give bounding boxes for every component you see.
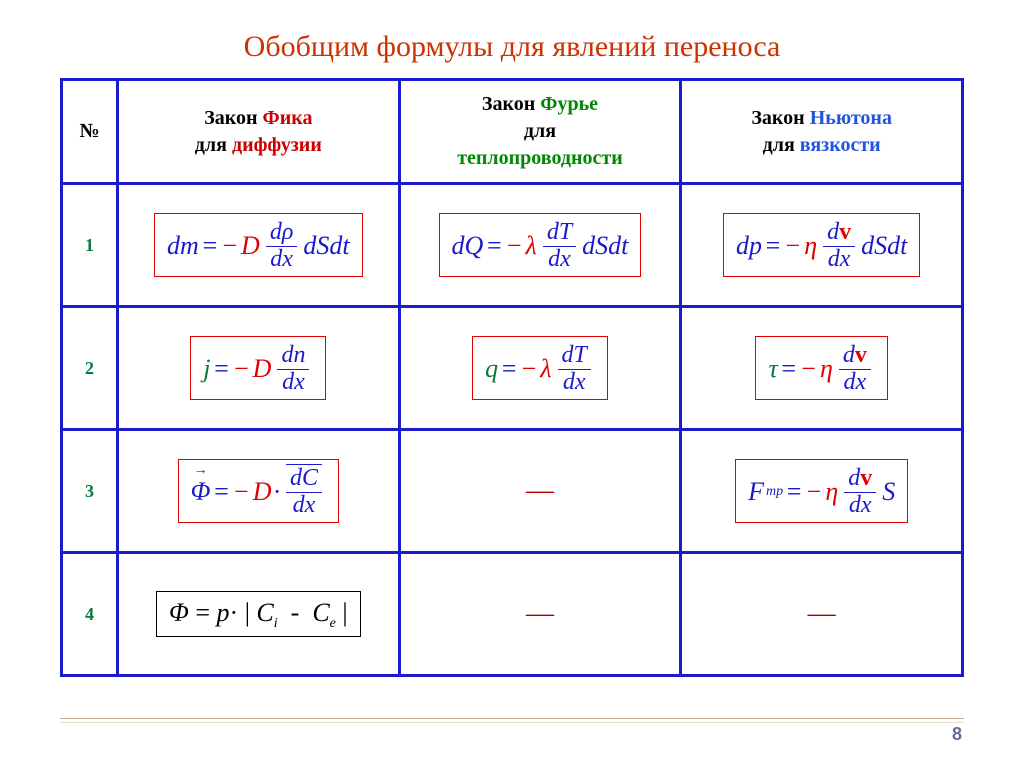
header-fick: Закон Фика для диффузии <box>118 80 400 184</box>
table-row: 4 Φ = p· | Ci - Ce | <box>62 553 963 676</box>
table-row: 2 j = −D dndx q = −λ <box>62 307 963 430</box>
cell-fourier-2: q = −λ dTdx <box>399 307 681 430</box>
row-number: 1 <box>62 184 118 307</box>
formula-box: Φ = p· | Ci - Ce | <box>156 591 361 637</box>
cell-fick-3: Φ = −D· dC dx <box>118 430 400 553</box>
cell-fick-4: Φ = p· | Ci - Ce | <box>118 553 400 676</box>
cell-fourier-1: dQ = −λ dTdx dSdt <box>399 184 681 307</box>
header-newton: Закон Ньютона для вязкости <box>681 80 963 184</box>
formula-box: τ = −η dv dx <box>755 336 887 399</box>
table-header-row: № Закон Фика для диффузии Закон Фурье дл… <box>62 80 963 184</box>
row-number: 4 <box>62 553 118 676</box>
row-number: 3 <box>62 430 118 553</box>
formula-box: q = −λ dTdx <box>472 336 608 399</box>
cell-fick-2: j = −D dndx <box>118 307 400 430</box>
formula-table: № Закон Фика для диффузии Закон Фурье дл… <box>60 78 964 677</box>
row-number: 2 <box>62 307 118 430</box>
cell-newton-1: dp = −η dv dx dSdt <box>681 184 963 307</box>
cell-newton-3: Fmp = −η dv dx S <box>681 430 963 553</box>
cell-newton-2: τ = −η dv dx <box>681 307 963 430</box>
cell-fourier-4: — <box>399 553 681 676</box>
cell-newton-4: — <box>681 553 963 676</box>
header-num: № <box>62 80 118 184</box>
formula-box: dm = −D dρdx dSdt <box>154 213 363 276</box>
formula-box: dp = −η dv dx dSdt <box>723 213 920 276</box>
footer-rule <box>60 722 964 723</box>
table-row: 1 dm = −D dρdx dSdt dQ = <box>62 184 963 307</box>
page-number: 8 <box>952 724 962 745</box>
dash-icon: — <box>526 598 554 629</box>
formula-box: dQ = −λ dTdx dSdt <box>439 213 642 276</box>
page-title: Обобщим формулы для явлений переноса <box>60 30 964 64</box>
formula-box: Φ = −D· dC dx <box>178 459 339 522</box>
header-fourier: Закон Фурье для теплопроводности <box>399 80 681 184</box>
dash-icon: — <box>808 598 836 629</box>
footer-rule <box>60 718 964 719</box>
slide: Обобщим формулы для явлений переноса № З… <box>0 0 1024 677</box>
formula-box: j = −D dndx <box>190 336 326 399</box>
cell-fick-1: dm = −D dρdx dSdt <box>118 184 400 307</box>
table-row: 3 Φ = −D· dC dx — <box>62 430 963 553</box>
dash-icon: — <box>526 475 554 506</box>
formula-box: Fmp = −η dv dx S <box>735 459 908 522</box>
cell-fourier-3: — <box>399 430 681 553</box>
